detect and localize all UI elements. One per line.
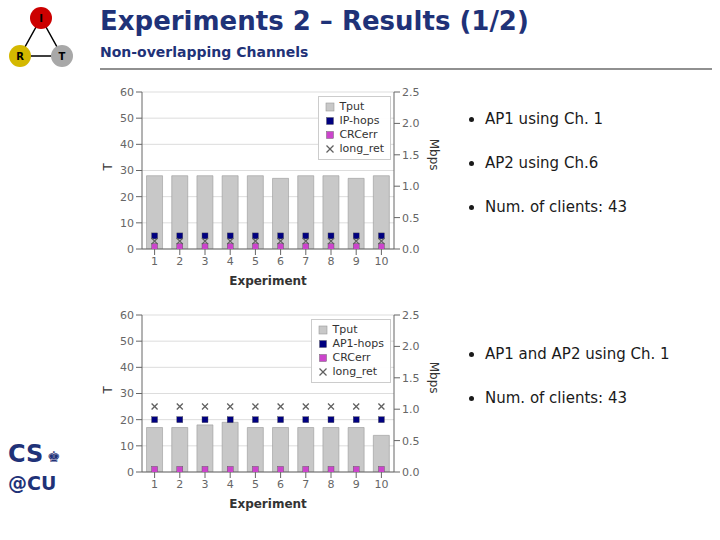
- html-text:@CU: @CU: [8, 472, 57, 494]
- html-text:long_ret: long_ret: [332, 365, 378, 378]
- svg-text:40: 40: [120, 361, 134, 374]
- svg-text:T: T: [101, 386, 115, 395]
- svg-text:1.0: 1.0: [402, 180, 420, 193]
- html-text:AP1 and AP2 using Ch. 1: AP1 and AP2 using Ch. 1: [485, 345, 670, 363]
- svg-text:50: 50: [120, 335, 134, 348]
- html-text:AP1 using Ch. 1: AP1 using Ch. 1: [485, 110, 603, 128]
- svg-text:0.5: 0.5: [402, 435, 420, 448]
- svg-text:0.5: 0.5: [402, 212, 420, 225]
- svg-text:0.0: 0.0: [402, 466, 420, 479]
- html-text:Tput: Tput: [339, 100, 365, 113]
- html-text:CRCerr: CRCerr: [339, 128, 378, 141]
- svg-text:4: 4: [227, 255, 234, 268]
- svg-text:T: T: [101, 163, 115, 172]
- svg-text:T: T: [59, 51, 66, 62]
- svg-text:60: 60: [120, 309, 134, 322]
- svg-text:10: 10: [120, 440, 134, 453]
- html-text:Num. of clients: 43: Num. of clients: 43: [485, 389, 627, 407]
- svg-text:1.5: 1.5: [402, 372, 420, 385]
- svg-text:Experiment: Experiment: [229, 497, 307, 511]
- svg-text:2: 2: [176, 255, 183, 268]
- html-text:long_ret: long_ret: [339, 142, 384, 155]
- svg-text:7: 7: [302, 478, 309, 491]
- svg-text:7: 7: [302, 255, 309, 268]
- svg-text:5: 5: [252, 255, 259, 268]
- svg-text:Mbps: Mbps: [427, 362, 441, 394]
- svg-text:3: 3: [202, 478, 209, 491]
- svg-text:2: 2: [176, 478, 183, 491]
- svg-text:Experiment: Experiment: [229, 274, 307, 288]
- svg-text:6: 6: [277, 478, 284, 491]
- svg-text:30: 30: [120, 387, 134, 400]
- svg-text:0.0: 0.0: [402, 243, 420, 256]
- svg-text:4: 4: [227, 478, 234, 491]
- svg-text:40: 40: [120, 138, 134, 151]
- svg-text:9: 9: [353, 478, 360, 491]
- svg-text:Mbps: Mbps: [427, 139, 441, 171]
- html-text:AP1-hops: AP1-hops: [332, 337, 384, 350]
- svg-text:8: 8: [328, 478, 335, 491]
- svg-text:60: 60: [120, 86, 134, 99]
- svg-text:9: 9: [353, 255, 360, 268]
- svg-text:2.5: 2.5: [402, 86, 420, 99]
- svg-text:20: 20: [120, 414, 134, 427]
- html-text:Non-overlapping Channels: Non-overlapping Channels: [100, 44, 309, 60]
- svg-text:1: 1: [151, 478, 158, 491]
- svg-text:0: 0: [127, 243, 134, 256]
- html-text:IP-hops: IP-hops: [339, 114, 380, 127]
- svg-text:10: 10: [374, 478, 388, 491]
- svg-text:2.0: 2.0: [402, 340, 420, 353]
- svg-text:I: I: [39, 13, 43, 24]
- svg-text:8: 8: [328, 255, 335, 268]
- svg-text:6: 6: [277, 255, 284, 268]
- svg-text:1: 1: [151, 255, 158, 268]
- svg-text:3: 3: [202, 255, 209, 268]
- svg-text:10: 10: [374, 255, 388, 268]
- svg-text:0: 0: [127, 466, 134, 479]
- svg-text:20: 20: [120, 191, 134, 204]
- svg-text:2.0: 2.0: [402, 117, 420, 130]
- svg-text:2.5: 2.5: [402, 309, 420, 322]
- svg-text:R: R: [16, 51, 24, 62]
- html-text:CRCerr: CRCerr: [332, 351, 371, 364]
- svg-text:1.5: 1.5: [402, 149, 420, 162]
- html-text:AP2 using Ch.6: AP2 using Ch.6: [485, 154, 599, 172]
- svg-text:30: 30: [120, 164, 134, 177]
- svg-text:10: 10: [120, 217, 134, 230]
- svg-text:5: 5: [252, 478, 259, 491]
- svg-text:1.0: 1.0: [402, 403, 420, 416]
- html-text:Tput: Tput: [332, 323, 358, 336]
- html-text:Num. of clients: 43: Num. of clients: 43: [485, 198, 627, 216]
- html-text:CS♚: CS♚: [8, 440, 61, 468]
- svg-text:50: 50: [120, 112, 134, 125]
- html-text:Experiments 2 – Results (1/2): Experiments 2 – Results (1/2): [100, 6, 529, 36]
